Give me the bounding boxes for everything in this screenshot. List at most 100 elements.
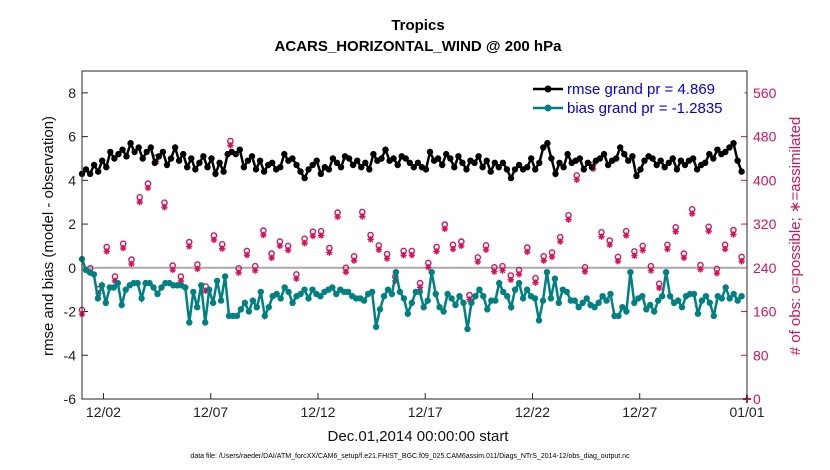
rmse-point xyxy=(163,161,171,169)
assimilated-obs-marker xyxy=(441,225,448,233)
rmse-point xyxy=(702,159,709,166)
right-y-tick-label: 320 xyxy=(753,216,777,232)
bias-point xyxy=(428,269,435,276)
bias-point xyxy=(297,290,304,298)
assimilated-obs-marker xyxy=(647,267,655,274)
bias-point xyxy=(659,293,666,300)
series-bias xyxy=(78,255,745,333)
rmse-point xyxy=(637,166,644,173)
assimilated-obs-marker xyxy=(581,268,589,275)
bias-point xyxy=(273,290,280,298)
right-y-tick-label: 480 xyxy=(753,129,777,145)
bias-point xyxy=(643,306,650,313)
bias-point xyxy=(360,297,368,304)
bias-point xyxy=(662,269,670,276)
rmse-point xyxy=(471,159,478,166)
assimilated-obs-marker xyxy=(548,253,556,261)
x-tick-label: 12/17 xyxy=(408,404,443,420)
bias-point xyxy=(118,301,125,309)
assimilated-obs-marker xyxy=(557,238,564,245)
rmse-point xyxy=(414,159,422,166)
rmse-point xyxy=(511,166,519,173)
bias-point xyxy=(237,306,245,313)
bias-point xyxy=(627,269,634,276)
rmse-point xyxy=(82,166,90,173)
rmse-point xyxy=(293,161,300,169)
bias-point xyxy=(424,297,431,304)
x-tick-label: 12/12 xyxy=(300,404,335,420)
assimilated-obs-marker xyxy=(449,246,457,253)
rmse-point xyxy=(281,150,288,158)
rmse-point xyxy=(119,146,126,153)
assimilated-obs-marker xyxy=(425,264,432,271)
rmse-point xyxy=(633,172,640,180)
assimilated-obs-marker xyxy=(721,246,729,253)
bias-point xyxy=(511,286,519,293)
rmse-point xyxy=(621,150,628,158)
rmse-point xyxy=(665,159,672,166)
assimilated-obs-marker xyxy=(524,248,531,256)
bias-point xyxy=(221,273,229,280)
assimilated-obs-marker xyxy=(185,243,193,250)
rmse-point xyxy=(588,164,596,171)
rmse-point xyxy=(180,150,187,158)
bias-point xyxy=(158,284,165,291)
bias-point xyxy=(257,288,264,296)
bias-point xyxy=(631,299,638,306)
assimilated-obs-marker xyxy=(268,254,275,262)
assimilated-obs-marker xyxy=(111,277,119,285)
rmse-point xyxy=(115,150,122,158)
assimilated-obs-marker xyxy=(499,267,506,274)
rmse-point xyxy=(269,159,276,166)
bias-point xyxy=(547,295,555,302)
rmse-point xyxy=(99,157,106,164)
bias-point xyxy=(651,308,658,315)
bias-point xyxy=(460,299,467,306)
x-axis-label: Dec.01,2014 00:00:00 start xyxy=(328,428,510,445)
rmse-point xyxy=(548,155,555,162)
rmse-point xyxy=(256,157,264,164)
bias-point xyxy=(150,284,157,291)
bias-point xyxy=(464,325,471,333)
bias-point xyxy=(480,293,487,300)
bias-point xyxy=(619,304,626,311)
assimilated-obs-marker xyxy=(738,258,745,265)
rmse-point xyxy=(604,161,612,169)
assimilated-obs-marker xyxy=(680,254,688,262)
right-y-tick-label: 80 xyxy=(753,347,769,363)
rmse-point xyxy=(260,168,268,175)
bias-point xyxy=(678,304,686,311)
bias-point xyxy=(388,290,396,298)
assimilated-obs-marker xyxy=(375,246,383,253)
rmse-point xyxy=(507,174,515,182)
bias-point xyxy=(496,279,503,287)
assimilated-obs-marker xyxy=(507,276,514,284)
rmse-point xyxy=(677,157,685,164)
rmse-point xyxy=(337,164,345,171)
data-file-footnote: data file: /Users/raeder/DAI/ATM_forcXX/… xyxy=(190,453,630,460)
rmse-point xyxy=(196,159,203,166)
rmse-point xyxy=(439,161,446,169)
assimilated-obs-marker xyxy=(705,227,712,235)
bias-point xyxy=(122,286,129,293)
assimilated-obs-marker xyxy=(301,240,308,247)
series-rmse xyxy=(78,139,745,182)
bias-point xyxy=(555,299,562,306)
bias-point xyxy=(591,304,598,311)
assimilated-obs-marker xyxy=(350,257,358,264)
assimilated-obs-marker xyxy=(598,233,605,240)
rmse-point xyxy=(495,164,502,171)
rmse-point xyxy=(354,157,361,164)
rmse-point xyxy=(151,159,158,166)
rmse-point xyxy=(232,150,239,158)
rmse-point xyxy=(188,155,195,162)
assimilated-obs-marker xyxy=(383,255,391,262)
rmse-point xyxy=(131,148,138,156)
assimilated-obs-marker xyxy=(309,232,317,240)
rmse-point xyxy=(673,166,681,173)
bias-point xyxy=(603,297,610,304)
rmse-point xyxy=(90,161,98,169)
bias-point xyxy=(543,269,551,276)
bias-point xyxy=(607,290,614,298)
